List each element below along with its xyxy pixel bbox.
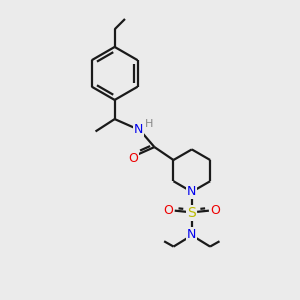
Text: N: N [134,123,143,136]
Text: O: O [163,204,173,217]
Text: H: H [145,119,154,129]
Text: S: S [188,206,196,220]
Text: N: N [187,228,196,241]
Text: O: O [210,204,220,217]
Text: O: O [128,152,138,165]
Text: N: N [187,185,196,198]
